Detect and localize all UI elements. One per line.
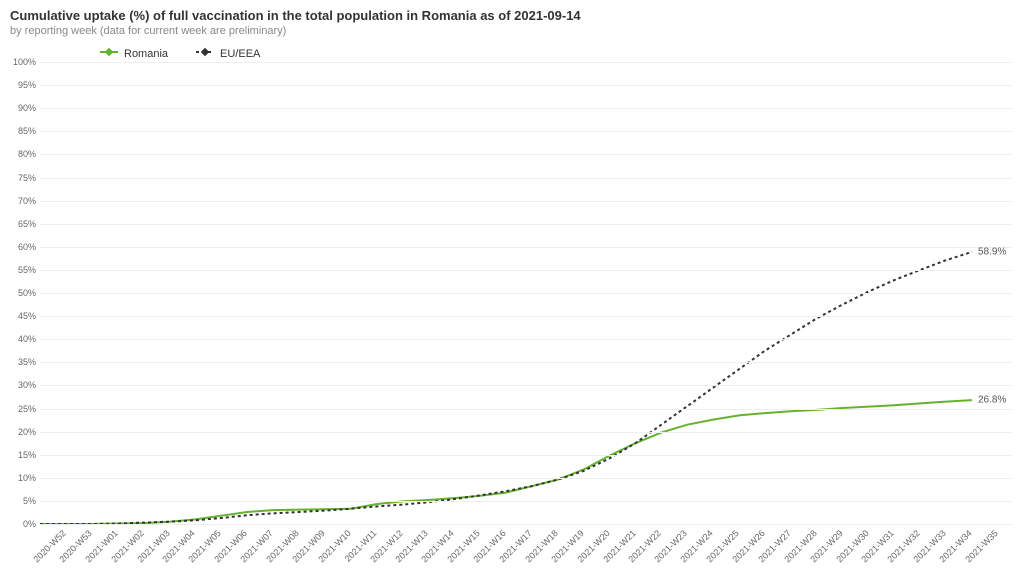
- legend: Romania EU/EEA: [100, 47, 1014, 60]
- legend-item-romania: Romania: [100, 47, 168, 60]
- gridline: [40, 270, 1012, 271]
- gridline: [40, 108, 1012, 109]
- gridline: [40, 131, 1012, 132]
- y-tick-label: 55%: [18, 265, 36, 275]
- y-tick-label: 0%: [23, 519, 36, 529]
- y-tick-label: 50%: [18, 288, 36, 298]
- gridline: [40, 432, 1012, 433]
- y-tick-label: 75%: [18, 173, 36, 183]
- y-tick-label: 45%: [18, 311, 36, 321]
- y-tick-label: 40%: [18, 334, 36, 344]
- gridline: [40, 339, 1012, 340]
- gridline: [40, 478, 1012, 479]
- chart-title: Cumulative uptake (%) of full vaccinatio…: [10, 8, 1014, 23]
- gridline: [40, 293, 1012, 294]
- gridline: [40, 62, 1012, 63]
- legend-label: EU/EEA: [220, 48, 260, 60]
- y-tick-label: 35%: [18, 357, 36, 367]
- gridline: [40, 154, 1012, 155]
- y-tick-label: 25%: [18, 404, 36, 414]
- gridline: [40, 362, 1012, 363]
- chart-subtitle: by reporting week (data for current week…: [10, 25, 1014, 37]
- y-tick-label: 95%: [18, 80, 36, 90]
- gridline: [40, 178, 1012, 179]
- series-end-label: 58.9%: [978, 246, 1006, 257]
- y-tick-label: 20%: [18, 427, 36, 437]
- y-tick-label: 70%: [18, 196, 36, 206]
- gridline: [40, 501, 1012, 502]
- y-tick-label: 30%: [18, 380, 36, 390]
- legend-item-eueea: EU/EEA: [196, 47, 260, 60]
- gridline: [40, 224, 1012, 225]
- y-tick-label: 5%: [23, 496, 36, 506]
- chart-container: Cumulative uptake (%) of full vaccinatio…: [0, 0, 1024, 576]
- gridline: [40, 316, 1012, 317]
- series-line: [40, 400, 972, 524]
- y-tick-label: 85%: [18, 126, 36, 136]
- plot-area: 0%5%10%15%20%25%30%35%40%45%50%55%60%65%…: [40, 62, 1012, 524]
- gridline: [40, 524, 1012, 525]
- gridline: [40, 455, 1012, 456]
- gridline: [40, 247, 1012, 248]
- y-tick-label: 15%: [18, 450, 36, 460]
- y-tick-label: 90%: [18, 103, 36, 113]
- y-tick-label: 100%: [13, 57, 36, 67]
- gridline: [40, 385, 1012, 386]
- gridline: [40, 85, 1012, 86]
- series-end-label: 26.8%: [978, 395, 1006, 406]
- diamond-icon: [196, 47, 214, 60]
- gridline: [40, 409, 1012, 410]
- diamond-icon: [100, 47, 118, 60]
- y-tick-label: 80%: [18, 149, 36, 159]
- gridline: [40, 201, 1012, 202]
- y-tick-label: 65%: [18, 219, 36, 229]
- y-tick-label: 10%: [18, 473, 36, 483]
- legend-label: Romania: [124, 48, 168, 60]
- y-tick-label: 60%: [18, 242, 36, 252]
